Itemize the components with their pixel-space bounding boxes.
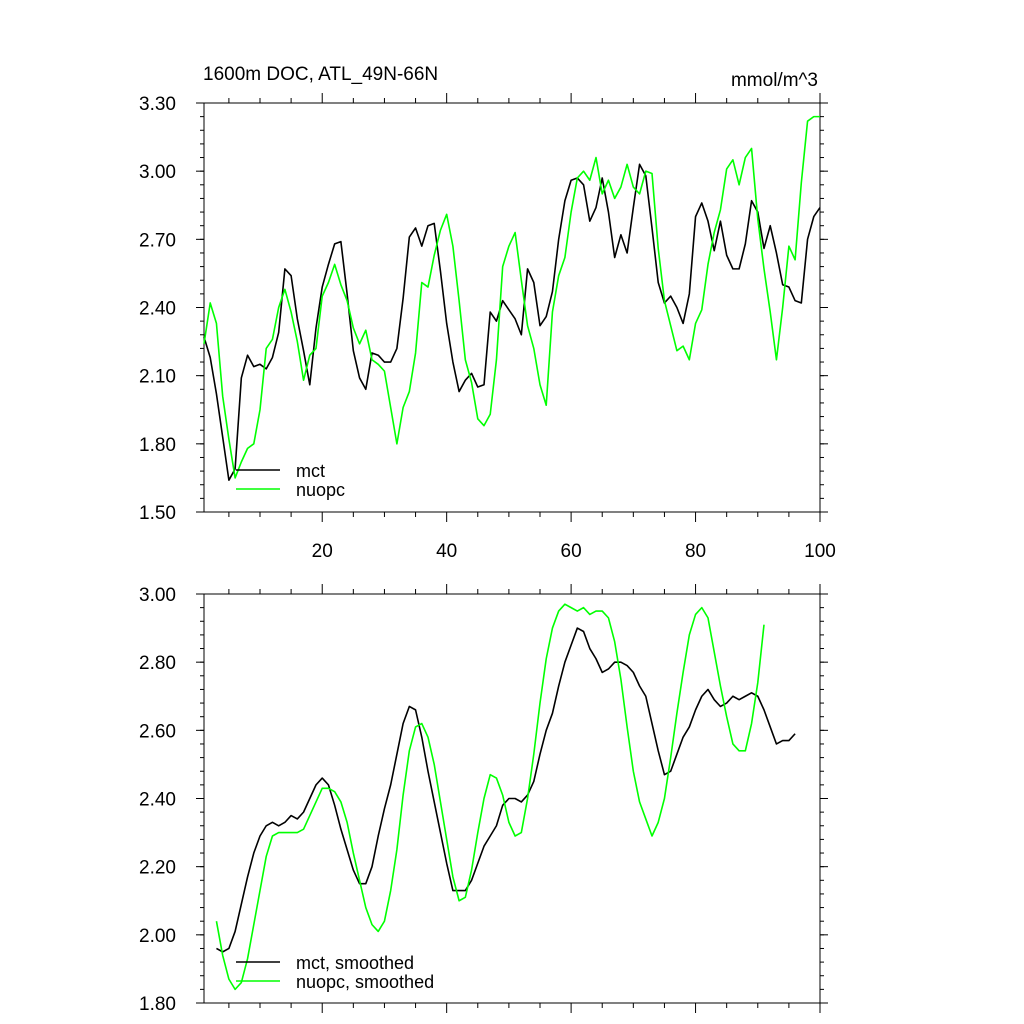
y-tick-label: 3.00 (139, 162, 176, 183)
top-axis-ticks: 1.50 1.80 2.10 2.40 2.70 3.00 3.30 20 40 60 80 100 (139, 93, 836, 562)
series-line-nuopc-smoothed (215, 603, 765, 991)
y-tick-label: 3.30 (139, 94, 176, 115)
series-line-mct (203, 163, 821, 481)
y-tick-label: 2.00 (139, 926, 176, 947)
chart-title: 1600m DOC, ATL_49N-66N (203, 64, 438, 85)
top-chart-panel: 1600m DOC, ATL_49N-66N mmol/m^3 1.50 1.80… (139, 64, 836, 562)
y-tick-label: 2.40 (139, 299, 176, 320)
y-tick-label: 2.70 (139, 230, 176, 251)
y-tick-label: 2.10 (139, 367, 176, 388)
legend-label-mct-smoothed: mct, smoothed (296, 953, 414, 973)
x-tick-label: 80 (685, 541, 706, 562)
series-line-mct-smoothed (216, 627, 796, 953)
x-tick-label: 60 (561, 541, 582, 562)
units-label: mmol/m^3 (731, 70, 818, 91)
bottom-series-lines (215, 603, 796, 991)
bottom-axis-ticks: 1.80 2.00 2.20 2.40 2.60 2.80 3.00 (139, 584, 828, 1015)
legend-label-nuopc-smoothed: nuopc, smoothed (296, 972, 434, 992)
x-tick-label: 40 (436, 541, 457, 562)
y-tick-label: 2.40 (139, 790, 176, 811)
legend-label-mct: mct (296, 461, 325, 481)
bottom-chart-panel: 1.80 2.00 2.20 2.40 2.60 2.80 3.00 mct, smooth… (139, 584, 828, 1015)
bottom-legend: mct, smoothed nuopc, smoothed (236, 953, 434, 992)
series-line-nuopc (203, 115, 820, 479)
y-tick-label: 2.80 (139, 653, 176, 674)
y-tick-label: 2.60 (139, 721, 176, 742)
y-tick-label: 1.80 (139, 435, 176, 456)
y-tick-label: 1.80 (139, 994, 176, 1015)
legend-label-nuopc: nuopc (296, 480, 345, 500)
top-legend: mct nuopc (236, 461, 345, 500)
y-tick-label: 2.20 (139, 858, 176, 879)
y-tick-label: 1.50 (139, 503, 176, 524)
x-tick-label: 20 (312, 541, 333, 562)
y-tick-label: 3.00 (139, 585, 176, 606)
top-series-lines (203, 115, 821, 481)
x-tick-label: 100 (804, 541, 836, 562)
